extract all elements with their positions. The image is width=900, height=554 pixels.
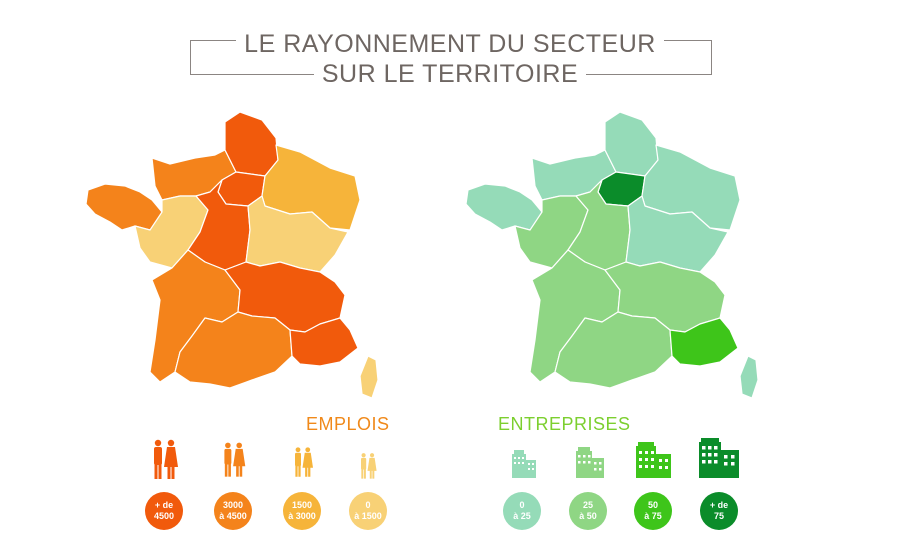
building-icon: [512, 450, 536, 478]
legend-label-bottom: à 4500: [219, 511, 247, 521]
people-icon: [154, 439, 178, 479]
legend-label-bottom: à 75: [644, 511, 662, 521]
building-icon: [636, 442, 671, 478]
region-corse: [359, 355, 379, 399]
legend-label-top: 50: [647, 500, 658, 510]
region-bretagne: [85, 183, 163, 231]
entreprises-legend-circle-2: 25 à 50: [569, 492, 607, 530]
emplois-legend-circle-1: + de 4500: [145, 492, 183, 530]
legend-label-bottom: à 1500: [354, 511, 382, 521]
title-text-2: SUR LE TERRITOIRE: [313, 60, 587, 88]
legend-label-top: + de: [709, 500, 729, 510]
legend-label-bottom: à 25: [513, 511, 531, 521]
emplois-legend-circle-2: 3000 à 4500: [214, 492, 252, 530]
title-line-2: SUR LE TERRITOIRE: [0, 60, 900, 88]
title-text-1: LE RAYONNEMENT DU SECTEUR: [236, 30, 664, 58]
region-hauts-de-france: [224, 111, 279, 177]
legend-label-top: 0: [365, 500, 371, 510]
region-occitanie-e: [554, 311, 673, 389]
title-line-1: LE RAYONNEMENT DU SECTEUR: [0, 30, 900, 58]
region-paca: [289, 317, 359, 367]
legend-label-bottom: à 3000: [288, 511, 316, 521]
legend-label-top: 25: [582, 500, 593, 510]
region-occitanie: [174, 311, 293, 389]
emplois-legend-circle-3: 1500 à 3000: [283, 492, 321, 530]
region-corse-e: [739, 355, 759, 399]
people-icon: [361, 453, 377, 479]
emplois-heading: EMPLOIS: [306, 414, 390, 434]
entreprises-legend-circle-3: 50 à 75: [634, 492, 672, 530]
legend-label-top: 0: [519, 500, 525, 510]
legend-label-bottom: à 50: [579, 511, 597, 521]
region-bretagne-e: [465, 183, 543, 231]
legend-label-top: 3000: [222, 500, 244, 510]
legend-label-bottom: 4500: [153, 511, 175, 521]
people-icon: [224, 442, 246, 477]
building-icon: [699, 438, 739, 478]
legend-label-bottom: 75: [713, 511, 724, 521]
region-hauts-de-france-e: [604, 111, 659, 177]
france-emplois-map: [85, 111, 379, 399]
emplois-legend-circle-4: 0 à 1500: [349, 492, 387, 530]
legend-label-top: + de: [154, 500, 174, 510]
entreprises-heading: ENTREPRISES: [498, 414, 631, 434]
people-icon: [295, 447, 313, 477]
entreprises-legend-circle-4: + de 75: [700, 492, 738, 530]
region-paca-e: [669, 317, 739, 367]
building-icon: [576, 447, 604, 478]
france-entreprises-map: [465, 111, 759, 399]
legend-label-top: 1500: [291, 500, 313, 510]
entreprises-legend-circle-1: 0 à 25: [503, 492, 541, 530]
